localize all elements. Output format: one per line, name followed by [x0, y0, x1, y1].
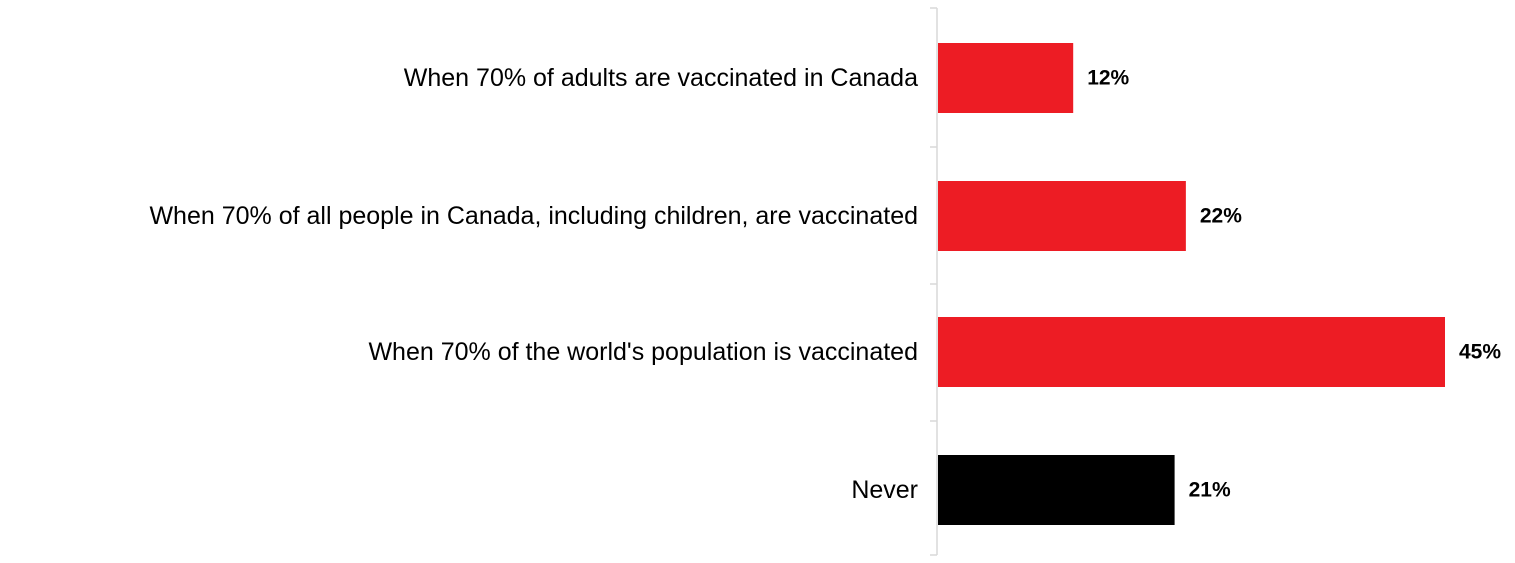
- category-label-2: When 70% of the world's population is va…: [368, 338, 918, 366]
- bar-layer: [938, 43, 1445, 525]
- label-layer: When 70% of adults are vaccinated in Can…: [149, 64, 1501, 504]
- axis-layer: [930, 7, 938, 556]
- value-label-3: 21%: [1189, 479, 1231, 502]
- category-label-1: When 70% of all people in Canada, includ…: [149, 202, 918, 230]
- category-label-3: Never: [851, 476, 918, 504]
- value-label-2: 45%: [1459, 341, 1501, 364]
- value-label-1: 22%: [1200, 205, 1242, 228]
- bar-1: [938, 181, 1186, 251]
- value-label-0: 12%: [1087, 67, 1129, 90]
- category-label-0: When 70% of adults are vaccinated in Can…: [404, 64, 918, 92]
- bar-3: [938, 455, 1175, 525]
- bar-2: [938, 317, 1445, 387]
- bar-0: [938, 43, 1074, 113]
